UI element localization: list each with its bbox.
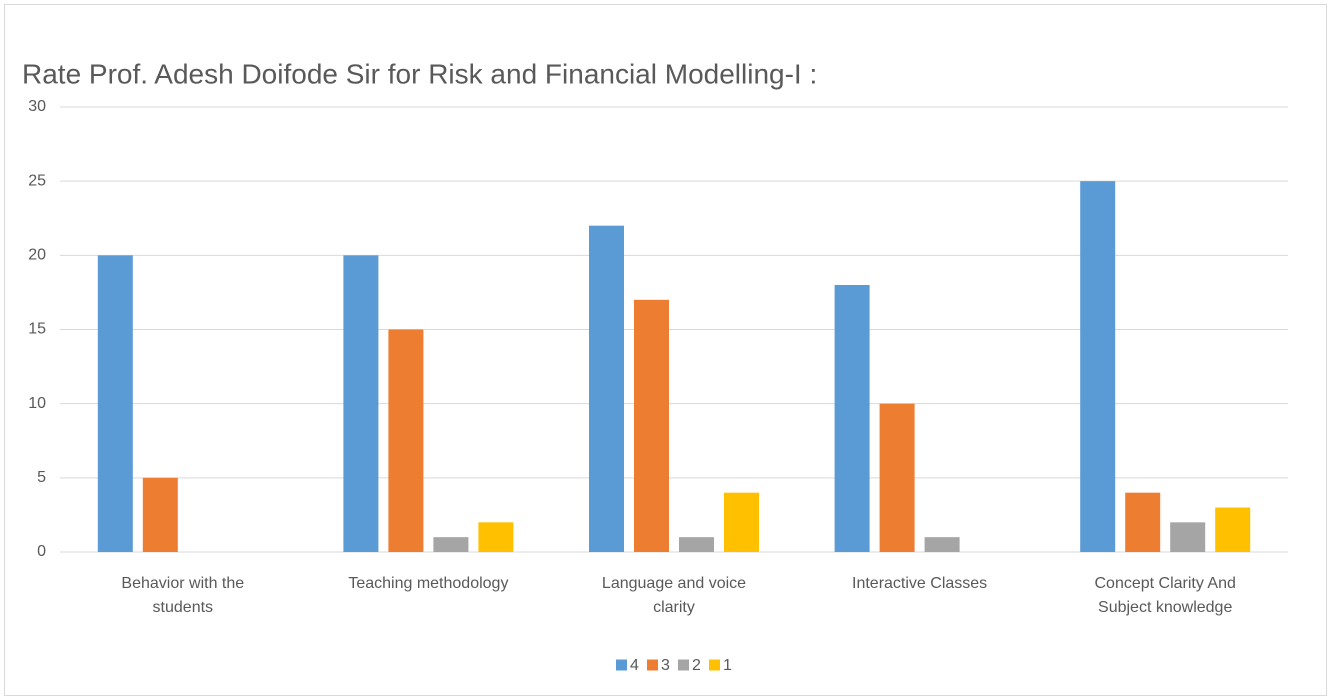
y-tick-label: 20	[28, 247, 46, 264]
legend-label: 1	[723, 657, 732, 674]
legend-swatch	[678, 659, 689, 671]
bar	[97, 255, 133, 553]
bar	[142, 477, 178, 552]
bar	[343, 255, 379, 553]
legend-label: 3	[661, 657, 670, 674]
bar	[924, 537, 960, 552]
bar	[433, 537, 469, 552]
y-tick-label: 5	[37, 469, 46, 486]
y-tick-label: 10	[28, 395, 46, 412]
x-tick-label: Interactive Classes	[852, 575, 988, 592]
chart-title: Rate Prof. Adesh Doifode Sir for Risk an…	[22, 58, 817, 89]
legend-swatch	[647, 659, 658, 671]
x-tick-label: Teaching methodology	[348, 575, 509, 592]
legend-swatch	[616, 659, 627, 671]
bar	[388, 329, 424, 552]
y-tick-label: 15	[28, 321, 46, 338]
bar	[1215, 507, 1251, 552]
bar	[1080, 181, 1116, 552]
bar	[679, 537, 714, 552]
y-tick-label: 0	[37, 543, 46, 560]
x-tick-label: Behavior with the students	[121, 575, 245, 616]
y-tick-label: 30	[28, 98, 46, 115]
legend-label: 4	[630, 657, 639, 674]
legend-swatch	[709, 659, 720, 671]
bar	[478, 522, 514, 552]
bar	[1125, 492, 1161, 552]
bar	[879, 403, 915, 552]
y-tick-label: 25	[28, 172, 46, 189]
x-tick-label: Concept Clarity And Subject knowledge	[1094, 575, 1236, 616]
bar	[724, 492, 759, 552]
bar	[1170, 522, 1206, 552]
bar	[589, 225, 624, 552]
bar	[634, 299, 669, 552]
legend-label: 2	[692, 657, 701, 674]
bar	[834, 285, 870, 552]
x-tick-label: Language and voice clarity	[601, 575, 747, 616]
